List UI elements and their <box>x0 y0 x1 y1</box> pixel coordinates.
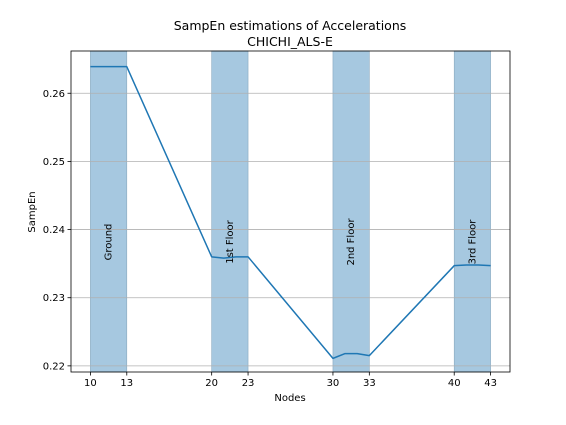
y-axis-label: SampEn <box>27 191 38 232</box>
floor-band <box>333 51 369 372</box>
band-label: Ground <box>104 224 115 261</box>
y-tick-label: 0.26 <box>43 89 65 100</box>
x-tick-label: 43 <box>484 378 497 389</box>
x-axis-label: Nodes <box>274 393 305 404</box>
y-axis: 0.22 0.23 0.24 0.25 0.26 <box>43 89 71 373</box>
series-layer <box>90 67 490 359</box>
y-tick-label: 0.22 <box>43 361 65 372</box>
x-tick-label: 13 <box>120 378 133 389</box>
floor-band <box>454 51 490 372</box>
band-label: 1st Floor <box>225 219 236 263</box>
x-axis: 10 13 20 23 30 33 40 43 <box>84 372 497 389</box>
x-tick-label: 30 <box>327 378 340 389</box>
chart-title: SampEn estimations of Accelerations <box>174 18 407 33</box>
x-tick-label: 33 <box>363 378 376 389</box>
sampen-line <box>90 67 490 359</box>
plot-frame <box>71 51 510 372</box>
floor-band <box>90 51 126 372</box>
x-tick-label: 20 <box>205 378 218 389</box>
y-tick-label: 0.24 <box>43 225 65 236</box>
floor-band <box>212 51 248 372</box>
x-tick-label: 10 <box>84 378 97 389</box>
band-label: 2nd Floor <box>346 218 357 266</box>
band-label: 3rd Floor <box>467 219 478 265</box>
chart-subtitle: CHICHI_ALS-E <box>247 34 333 49</box>
x-tick-label: 40 <box>448 378 461 389</box>
grid-lines <box>71 93 510 366</box>
y-tick-label: 0.23 <box>43 293 65 304</box>
x-tick-label: 23 <box>242 378 255 389</box>
y-tick-label: 0.25 <box>43 157 65 168</box>
floor-bands <box>90 51 490 372</box>
band-labels: Ground 1st Floor 2nd Floor 3rd Floor <box>104 218 479 266</box>
